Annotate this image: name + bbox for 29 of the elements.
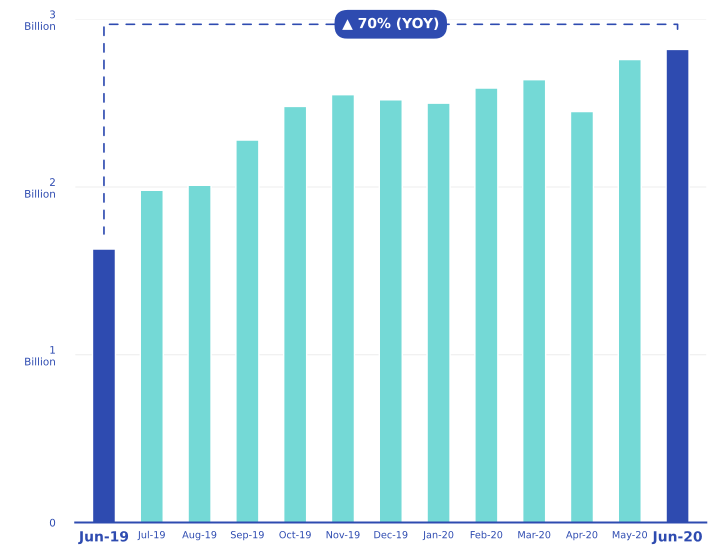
bar [426,102,451,522]
x-tick-label: Feb-20 [470,530,502,538]
x-tick-label: Aug-19 [182,531,216,540]
x-tick-label: Mar-20 [518,531,550,538]
bar [140,190,164,522]
y-tick-label: 2 Billion [25,178,55,198]
bar [522,78,546,522]
x-tick-label: Dec-19 [374,531,408,538]
x-tick-label: Apr-20 [566,531,598,540]
x-tick-label: Jul-19 [137,530,165,540]
x-tick-label: Nov-19 [326,531,360,538]
x-tick-label: May-20 [612,531,648,540]
bar [474,87,499,522]
bar [570,110,594,522]
annotation: ▲ 70% (YOY) [342,18,438,30]
x-tick-label: Sep-19 [230,531,264,540]
bar [283,106,308,522]
y-tick-label: 1 Billion [25,346,55,366]
bar [618,58,642,522]
y-tick-label: 3 Billion [25,10,56,30]
bar [235,139,260,522]
x-tick-label: Jun-20 [652,531,702,544]
bar [378,99,403,522]
bar [187,184,212,522]
x-tick-label: Jan-20 [422,531,454,540]
x-tick-label: Oct-19 [279,531,311,538]
x-tick-label: Jun-19 [78,531,128,544]
bar [330,94,356,522]
y-tick-label: 0 [50,518,56,527]
